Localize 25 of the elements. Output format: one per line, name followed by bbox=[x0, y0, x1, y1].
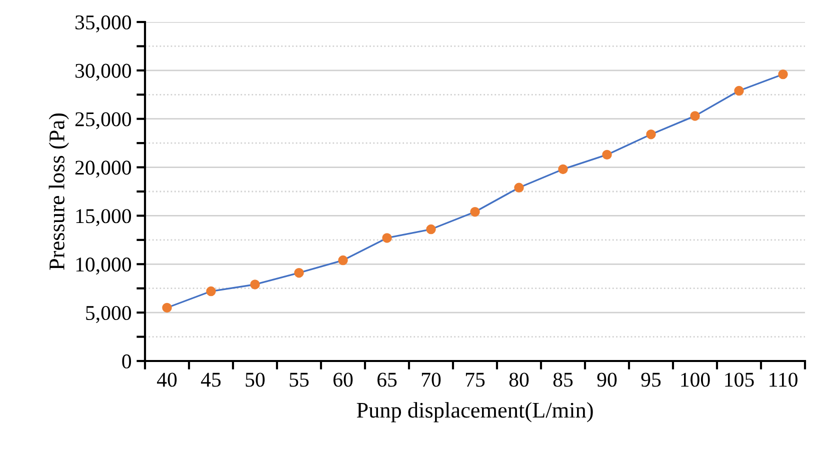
x-tick-label: 40 bbox=[156, 372, 177, 387]
x-tick-label: 55 bbox=[290, 372, 309, 387]
y-tick-label: 25,000 bbox=[75, 112, 132, 130]
y-tick-label: 20,000 bbox=[75, 160, 132, 178]
y-tick-label: 10,000 bbox=[76, 258, 132, 275]
y-tick-label: 30,000 bbox=[76, 64, 132, 81]
y-axis-title: Pressure loss (Pa) bbox=[48, 113, 69, 270]
x-tick-label: 90 bbox=[597, 372, 617, 387]
y-tick-label: 0 bbox=[122, 354, 132, 368]
x-tick-label: 95 bbox=[641, 372, 661, 387]
x-tick-label: 50 bbox=[246, 372, 265, 387]
x-tick-label: 80 bbox=[509, 372, 529, 387]
x-tick-label: 65 bbox=[377, 372, 397, 387]
x-axis-title: Punp displacement(L/min) bbox=[356, 402, 593, 422]
x-tick-label: 45 bbox=[200, 372, 221, 387]
x-tick-label: 85 bbox=[553, 372, 573, 387]
x-tick-label: 110 bbox=[770, 372, 798, 387]
y-tick-label: 35,000 bbox=[76, 15, 132, 32]
y-tick-label: 15,000 bbox=[76, 209, 132, 226]
y-tick-label: 5,000 bbox=[86, 306, 132, 324]
x-tick-label: 100 bbox=[681, 372, 710, 387]
x-tick-label: 60 bbox=[333, 372, 353, 387]
x-tick-label: 75 bbox=[466, 372, 485, 387]
x-tick-label: 70 bbox=[422, 372, 441, 387]
x-tick-label: 105 bbox=[725, 372, 754, 387]
